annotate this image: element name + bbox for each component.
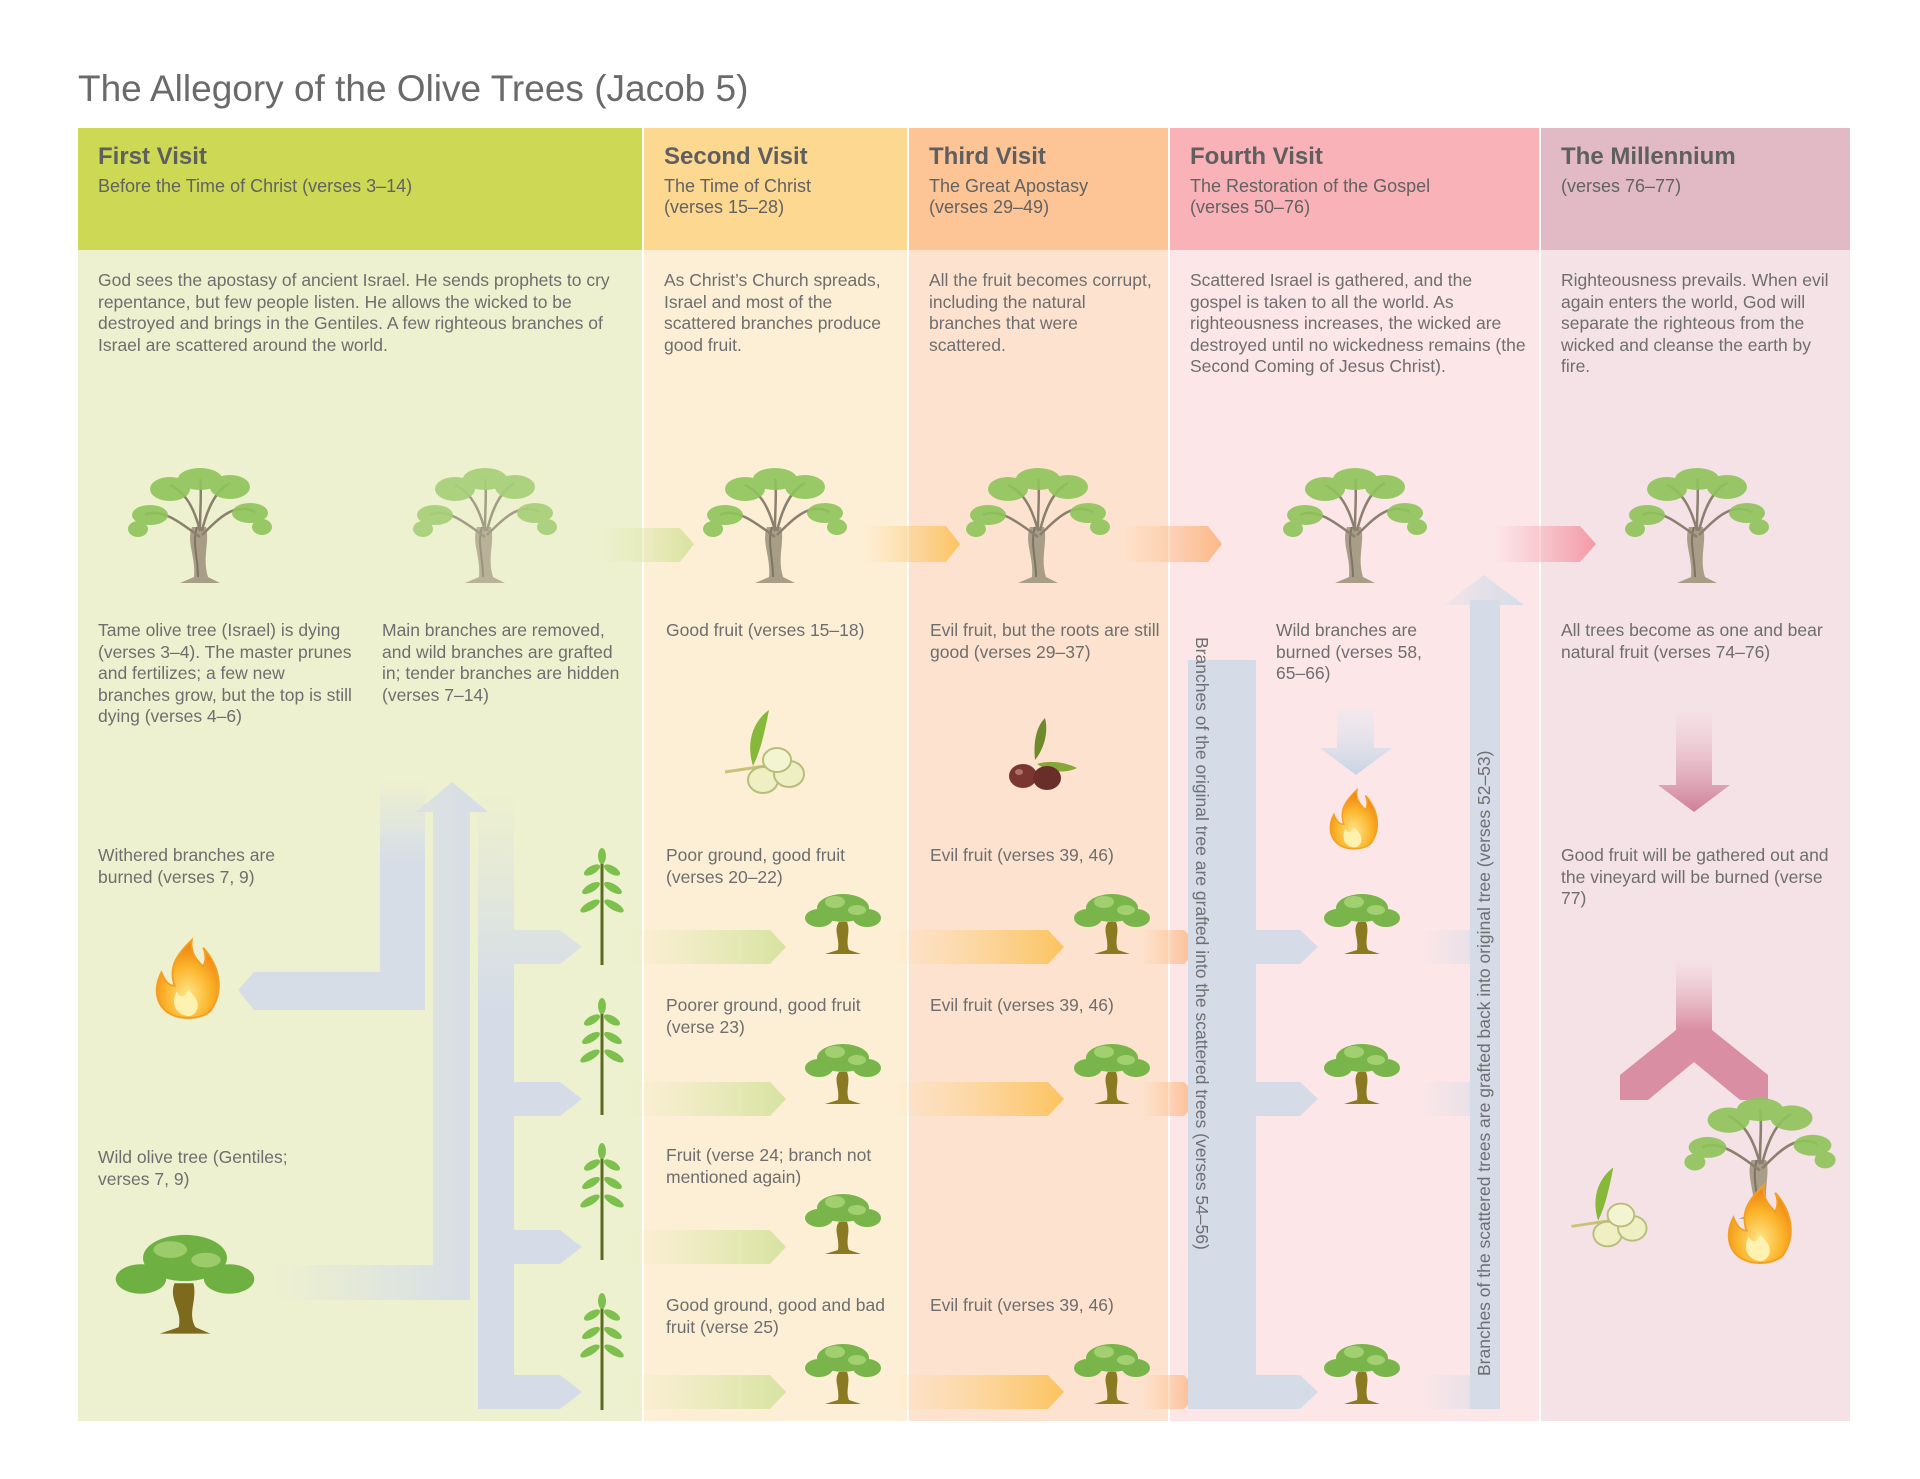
page-title: The Allegory of the Olive Trees (Jacob 5… [78,68,749,109]
heading-first-visit: First Visit [98,143,207,170]
subheading-millennium: (verses 76–77) [1561,176,1682,196]
label-wild-tree: Wild olive tree (Gentiles; verses 7, 9) [98,1147,288,1189]
column-fourth-visit: Fourth Visit The Restoration of the Gosp… [1170,128,1539,1421]
label-grafted-into-scattered: Branches of the original tree are grafte… [1192,637,1212,1250]
label-all-trees-one: All trees become as one and bear natural… [1561,620,1823,662]
header-fourth-visit: Fourth Visit The Restoration of the Gosp… [1170,128,1539,250]
label-evil-fruit-3: Evil fruit (verses 39, 46) [930,1295,1114,1315]
heading-third-visit: Third Visit [929,143,1046,170]
description-millennium: Righteousness prevails. When evil again … [1561,270,1829,376]
heading-second-visit: Second Visit [664,143,808,170]
column-third-visit: Third Visit The Great Apostasy (verses 2… [909,128,1168,1421]
subheading-third-visit: The Great Apostasy (verses 29–49) [929,176,1089,217]
description-first-visit: God sees the apostasy of ancient Israel.… [98,270,610,355]
label-withered-branches: Withered branches are burned (verses 7, … [98,845,276,887]
description-third-visit: All the fruit becomes corrupt, including… [929,270,1152,355]
column-second-visit: Second Visit The Time of Christ (verses … [644,128,907,1421]
label-evil-fruit-roots: Evil fruit, but the roots are still good… [930,620,1160,662]
label-good-ground: Good ground, good and bad fruit (verse 2… [666,1295,885,1337]
header-millennium: The Millennium (verses 76–77) [1541,128,1850,250]
label-grafted-back-original: Branches of the scattered trees are graf… [1474,750,1494,1376]
label-poor-ground: Poor ground, good fruit (verses 20–22) [666,845,846,887]
subheading-second-visit: The Time of Christ (verses 15–28) [664,176,812,217]
label-fruit-verse-24: Fruit (verse 24; branch not mentioned ag… [666,1145,872,1187]
subheading-fourth-visit: The Restoration of the Gospel (verses 50… [1190,176,1431,217]
header-third-visit: Third Visit The Great Apostasy (verses 2… [909,128,1168,250]
column-millennium: The Millennium (verses 76–77) Righteousn… [1541,128,1850,1421]
description-second-visit: As Christ’s Church spreads, Israel and m… [664,270,881,355]
heading-fourth-visit: Fourth Visit [1190,143,1323,170]
header-second-visit: Second Visit The Time of Christ (verses … [644,128,907,250]
label-good-fruit: Good fruit (verses 15–18) [666,620,865,640]
label-evil-fruit-1: Evil fruit (verses 39, 46) [930,845,1114,865]
label-wild-branches-burned: Wild branches are burned (verses 58, 65–… [1276,620,1422,683]
label-tame-tree: Tame olive tree (Israel) is dying (verse… [98,620,352,726]
header-first-visit: First Visit Before the Time of Christ (v… [78,128,642,250]
subheading-first-visit: Before the Time of Christ (verses 3–14) [98,176,413,196]
label-evil-fruit-2: Evil fruit (verses 39, 46) [930,995,1114,1015]
label-good-fruit-gathered: Good fruit will be gathered out and the … [1561,845,1829,908]
label-poorer-ground: Poorer ground, good fruit (verse 23) [666,995,861,1037]
column-first-visit: First Visit Before the Time of Christ (v… [78,128,642,1421]
heading-millennium: The Millennium [1561,143,1736,170]
label-main-branches: Main branches are removed, and wild bran… [382,620,620,705]
description-fourth-visit: Scattered Israel is gathered, and the go… [1190,270,1526,376]
